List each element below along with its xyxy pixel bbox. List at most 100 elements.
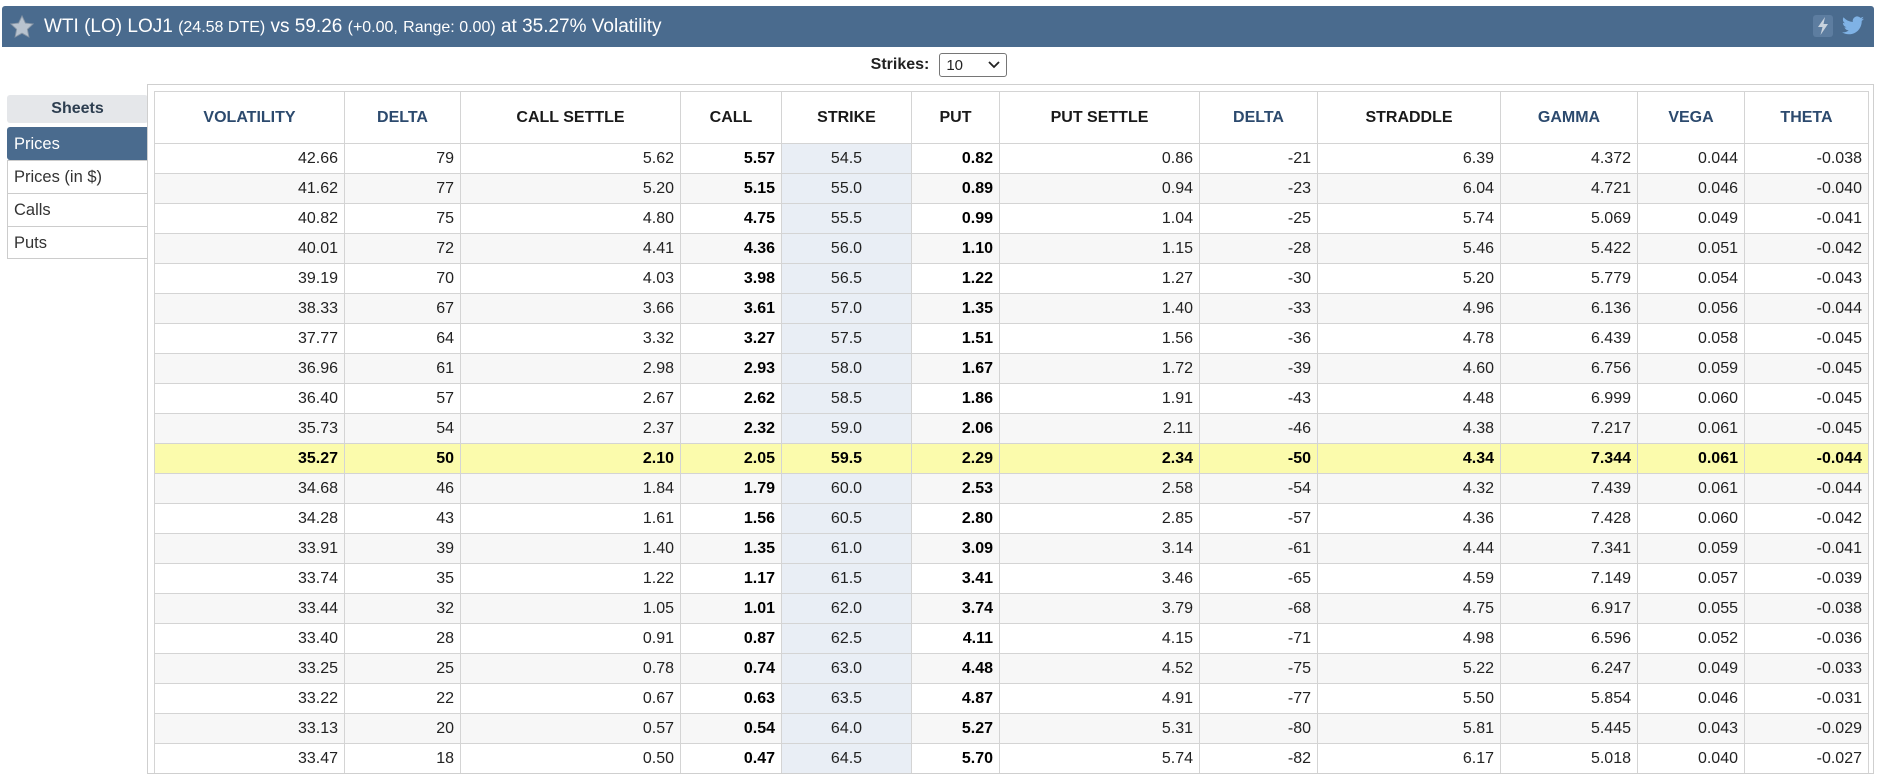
table-row[interactable]: 34.28 43 1.61 1.56 60.5 2.80 2.85 -57 4.36 7.428 0… — [154, 503, 1869, 534]
col-call-settle[interactable]: CALL SETTLE — [460, 91, 681, 144]
table-row[interactable]: 42.66 79 5.62 5.57 54.5 0.82 0.86 -21 6.39 4.372 0… — [154, 143, 1869, 174]
cell-gamma: 7.428 — [1500, 503, 1638, 534]
title-change: (+0.00, — [347, 18, 398, 36]
col-call-delta[interactable]: DELTA — [344, 91, 461, 144]
cell-put-delta: -68 — [1199, 593, 1318, 624]
cell-put-delta: -36 — [1199, 323, 1318, 354]
cell-call-settle: 4.41 — [460, 233, 681, 264]
cell-theta: -0.045 — [1744, 413, 1869, 444]
cell-put-settle: 0.86 — [999, 143, 1200, 174]
table-row[interactable]: 33.22 22 0.67 0.63 63.5 4.87 4.91 -77 5.50 5.854 0… — [154, 683, 1869, 714]
cell-straddle: 5.46 — [1317, 233, 1501, 264]
cell-strike: 55.0 — [781, 173, 912, 204]
col-put-settle[interactable]: PUT SETTLE — [999, 91, 1200, 144]
cell-put-delta: -30 — [1199, 263, 1318, 294]
table-row[interactable]: 39.19 70 4.03 3.98 56.5 1.22 1.27 -30 5.20 5.779 0… — [154, 263, 1869, 294]
table-row[interactable]: 41.62 77 5.20 5.15 55.0 0.89 0.94 -23 6.04 4.721 0… — [154, 173, 1869, 204]
cell-call-delta: 75 — [344, 203, 461, 234]
table-row[interactable]: 36.40 57 2.67 2.62 58.5 1.86 1.91 -43 4.48 6.999 0… — [154, 383, 1869, 414]
cell-theta: -0.045 — [1744, 353, 1869, 384]
cell-call-settle: 4.80 — [460, 203, 681, 234]
cell-gamma: 7.149 — [1500, 563, 1638, 594]
cell-strike: 54.5 — [781, 143, 912, 174]
table-row[interactable]: 33.91 39 1.40 1.35 61.0 3.09 3.14 -61 4.44 7.341 0… — [154, 533, 1869, 564]
cell-gamma: 7.439 — [1500, 473, 1638, 504]
cell-strike: 57.5 — [781, 323, 912, 354]
cell-vega: 0.040 — [1637, 743, 1745, 773]
col-theta[interactable]: THETA — [1744, 91, 1869, 144]
sidebar-item-prices[interactable]: Prices — [7, 127, 148, 160]
cell-call-delta: 50 — [344, 443, 461, 474]
table-row[interactable]: 33.47 18 0.50 0.47 64.5 5.70 5.74 -82 6.17 5.018 0… — [154, 743, 1869, 773]
cell-call-settle: 2.10 — [460, 443, 681, 474]
cell-straddle: 4.38 — [1317, 413, 1501, 444]
cell-strike: 57.0 — [781, 293, 912, 324]
col-strike[interactable]: STRIKE — [781, 91, 912, 144]
table-row[interactable]: 37.77 64 3.32 3.27 57.5 1.51 1.56 -36 4.78 6.439 0… — [154, 323, 1869, 354]
lightning-icon[interactable] — [1812, 14, 1834, 38]
table-row[interactable]: 40.01 72 4.41 4.36 56.0 1.10 1.15 -28 5.46 5.422 0… — [154, 233, 1869, 264]
cell-vega: 0.051 — [1637, 233, 1745, 264]
strikes-value: 10 — [946, 56, 964, 74]
cell-theta: -0.038 — [1744, 593, 1869, 624]
table-row[interactable]: 33.44 32 1.05 1.01 62.0 3.74 3.79 -68 4.75 6.917 0… — [154, 593, 1869, 624]
cell-call-settle: 4.03 — [460, 263, 681, 294]
col-straddle[interactable]: STRADDLE — [1317, 91, 1501, 144]
table-row[interactable]: 35.73 54 2.37 2.32 59.0 2.06 2.11 -46 4.38 7.217 0… — [154, 413, 1869, 444]
cell-vega: 0.046 — [1637, 683, 1745, 714]
cell-gamma: 4.372 — [1500, 143, 1638, 174]
cell-put-settle: 5.31 — [999, 713, 1200, 744]
cell-put-delta: -80 — [1199, 713, 1318, 744]
cell-call-settle: 2.67 — [460, 383, 681, 414]
table-row[interactable]: 33.25 25 0.78 0.74 63.0 4.48 4.52 -75 5.22 6.247 0… — [154, 653, 1869, 684]
chevron-down-icon — [988, 61, 1000, 69]
col-vega[interactable]: VEGA — [1637, 91, 1745, 144]
table-row[interactable]: 33.13 20 0.57 0.54 64.0 5.27 5.31 -80 5.81 5.445 0… — [154, 713, 1869, 744]
col-put-delta[interactable]: DELTA — [1199, 91, 1318, 144]
cell-call-delta: 79 — [344, 143, 461, 174]
cell-put-delta: -82 — [1199, 743, 1318, 773]
cell-call: 2.62 — [680, 383, 782, 414]
table-row[interactable]: 40.82 75 4.80 4.75 55.5 0.99 1.04 -25 5.74 5.069 0… — [154, 203, 1869, 234]
cell-put-settle: 2.34 — [999, 443, 1200, 474]
cell-put-delta: -46 — [1199, 413, 1318, 444]
cell-volatility: 41.62 — [154, 173, 345, 204]
cell-call: 0.63 — [680, 683, 782, 714]
sidebar-item-prices-dollars[interactable]: Prices (in $) — [7, 160, 148, 193]
col-call[interactable]: CALL — [680, 91, 782, 144]
cell-put-settle: 1.15 — [999, 233, 1200, 264]
title-instrument: WTI (LO) LOJ1 — [44, 15, 173, 37]
cell-put-settle: 4.15 — [999, 623, 1200, 654]
table-row[interactable]: 36.96 61 2.98 2.93 58.0 1.67 1.72 -39 4.60 6.756 0… — [154, 353, 1869, 384]
strikes-select[interactable]: 10 — [939, 53, 1008, 77]
cell-vega: 0.061 — [1637, 443, 1745, 474]
cell-theta: -0.033 — [1744, 653, 1869, 684]
cell-vega: 0.058 — [1637, 323, 1745, 354]
cell-gamma: 6.999 — [1500, 383, 1638, 414]
cell-gamma: 6.756 — [1500, 353, 1638, 384]
col-gamma[interactable]: GAMMA — [1500, 91, 1638, 144]
cell-call-delta: 70 — [344, 263, 461, 294]
cell-call-settle: 1.05 — [460, 593, 681, 624]
table-row[interactable]: 33.40 28 0.91 0.87 62.5 4.11 4.15 -71 4.98 6.596 0… — [154, 623, 1869, 654]
cell-gamma: 5.422 — [1500, 233, 1638, 264]
table-row[interactable]: 38.33 67 3.66 3.61 57.0 1.35 1.40 -33 4.96 6.136 0… — [154, 293, 1869, 324]
cell-theta: -0.031 — [1744, 683, 1869, 714]
twitter-icon[interactable] — [1840, 14, 1866, 38]
cell-vega: 0.044 — [1637, 143, 1745, 174]
sidebar-item-puts[interactable]: Puts — [7, 226, 148, 259]
cell-call-settle: 3.66 — [460, 293, 681, 324]
table-row[interactable]: 34.68 46 1.84 1.79 60.0 2.53 2.58 -54 4.32 7.439 0… — [154, 473, 1869, 504]
col-put[interactable]: PUT — [911, 91, 1000, 144]
sidebar-item-calls[interactable]: Calls — [7, 193, 148, 226]
cell-call: 1.01 — [680, 593, 782, 624]
table-row[interactable]: 35.27 50 2.10 2.05 59.5 2.29 2.34 -50 4.34 7.344 0… — [154, 443, 1869, 474]
cell-call: 2.93 — [680, 353, 782, 384]
col-volatility[interactable]: VOLATILITY — [154, 91, 345, 144]
table-row[interactable]: 33.74 35 1.22 1.17 61.5 3.41 3.46 -65 4.59 7.149 0… — [154, 563, 1869, 594]
cell-call: 3.61 — [680, 293, 782, 324]
sheets-sidebar: Sheets Prices Prices (in $) Calls Puts — [7, 95, 148, 259]
star-icon[interactable] — [8, 13, 36, 41]
cell-put-settle: 2.85 — [999, 503, 1200, 534]
cell-put: 2.06 — [911, 413, 1000, 444]
